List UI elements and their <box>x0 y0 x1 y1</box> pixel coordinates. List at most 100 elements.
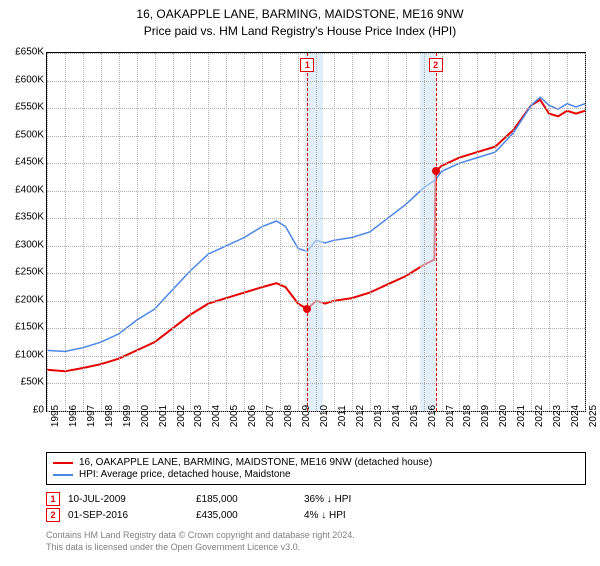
gridline-vertical <box>83 53 84 411</box>
chart-plot-area <box>46 52 586 412</box>
y-axis-label: £350K <box>15 212 44 223</box>
x-axis-label: 2003 <box>193 405 204 427</box>
x-axis-label: 1995 <box>50 405 61 427</box>
gridline-vertical <box>370 53 371 411</box>
x-axis-label: 2022 <box>534 405 545 427</box>
legend-swatch <box>53 462 73 464</box>
x-axis-label: 1996 <box>68 405 79 427</box>
gridline-vertical <box>47 53 48 411</box>
x-axis-label: 2006 <box>247 405 258 427</box>
gridline-vertical <box>137 53 138 411</box>
transaction-number-box: 1 <box>46 492 60 506</box>
x-axis-label: 2020 <box>498 405 509 427</box>
x-axis-label: 2018 <box>462 405 473 427</box>
transaction-pct: 36% ↓ HPI <box>304 494 424 505</box>
gridline-vertical <box>119 53 120 411</box>
y-axis-label: £200K <box>15 294 44 305</box>
transaction-row: 201-SEP-2016£435,0004% ↓ HPI <box>46 508 586 522</box>
transaction-marker-box: 2 <box>429 58 443 72</box>
y-axis-label: £100K <box>15 349 44 360</box>
x-axis-label: 2013 <box>373 405 384 427</box>
gridline-vertical <box>262 53 263 411</box>
chart-title: 16, OAKAPPLE LANE, BARMING, MAIDSTONE, M… <box>0 6 600 40</box>
x-axis-label: 2025 <box>588 405 599 427</box>
gridline-vertical <box>531 53 532 411</box>
y-axis-label: £400K <box>15 184 44 195</box>
gridline-vertical <box>513 53 514 411</box>
gridline-vertical <box>334 53 335 411</box>
transaction-pct: 4% ↓ HPI <box>304 510 424 521</box>
gridline-vertical <box>208 53 209 411</box>
x-axis-label: 2024 <box>570 405 581 427</box>
x-axis-label: 1999 <box>122 405 133 427</box>
y-axis-label: £300K <box>15 239 44 250</box>
x-axis-label: 2023 <box>552 405 563 427</box>
x-axis-label: 2009 <box>301 405 312 427</box>
gridline-vertical <box>316 53 317 411</box>
legend-swatch <box>53 474 73 476</box>
x-axis-label: 2001 <box>158 405 169 427</box>
x-axis-label: 2005 <box>229 405 240 427</box>
gridline-vertical <box>424 53 425 411</box>
x-axis-label: 2019 <box>480 405 491 427</box>
legend-item: 16, OAKAPPLE LANE, BARMING, MAIDSTONE, M… <box>53 457 579 468</box>
x-axis-label: 2017 <box>445 405 456 427</box>
x-axis-label: 2012 <box>355 405 366 427</box>
transaction-marker-line <box>307 53 308 411</box>
gridline-vertical <box>477 53 478 411</box>
gridline-vertical <box>280 53 281 411</box>
gridline-vertical <box>244 53 245 411</box>
gridline-vertical <box>567 53 568 411</box>
gridline-vertical <box>585 53 586 411</box>
x-axis-label: 2021 <box>516 405 527 427</box>
footer-line2: This data is licensed under the Open Gov… <box>46 542 355 554</box>
x-axis-label: 2014 <box>391 405 402 427</box>
gridline-vertical <box>442 53 443 411</box>
transaction-table: 1 10-JUL-2009 £185,000 36% ↓ HPI 2 01-SEP-201… <box>46 490 586 524</box>
y-axis-label: £250K <box>15 267 44 278</box>
title-line1: 16, OAKAPPLE LANE, BARMING, MAIDSTONE, M… <box>0 6 600 23</box>
x-axis-label: 1998 <box>104 405 115 427</box>
title-line2: Price paid vs. HM Land Registry's House … <box>0 23 600 40</box>
x-axis-label: 2011 <box>337 405 348 427</box>
x-axis-label: 2002 <box>176 405 187 427</box>
y-axis-label: £450K <box>15 157 44 168</box>
gridline-vertical <box>226 53 227 411</box>
y-axis-label: £600K <box>15 74 44 85</box>
x-axis-label: 2015 <box>409 405 420 427</box>
y-axis-label: £0 <box>33 405 44 416</box>
footer-line1: Contains HM Land Registry data © Crown c… <box>46 530 355 542</box>
gridline-vertical <box>388 53 389 411</box>
transaction-date: 10-JUL-2009 <box>68 494 188 505</box>
gridline-vertical <box>190 53 191 411</box>
legend-label: HPI: Average price, detached house, Maid… <box>79 469 291 480</box>
transaction-row: 1 10-JUL-2009 £185,000 36% ↓ HPI <box>46 492 586 506</box>
y-axis-label: £650K <box>15 47 44 58</box>
gridline-vertical <box>101 53 102 411</box>
legend-item: HPI: Average price, detached house, Maid… <box>53 469 579 480</box>
x-axis-label: 2010 <box>319 405 330 427</box>
y-axis-label: £500K <box>15 129 44 140</box>
transaction-dot <box>432 167 440 175</box>
legend-label: 16, OAKAPPLE LANE, BARMING, MAIDSTONE, M… <box>79 457 432 468</box>
x-axis-label: 2004 <box>211 405 222 427</box>
transaction-price: £185,000 <box>196 494 296 505</box>
y-axis-label: £550K <box>15 102 44 113</box>
y-axis-label: £50K <box>21 377 44 388</box>
transaction-date: 01-SEP-2016 <box>68 510 188 521</box>
x-axis-label: 2008 <box>283 405 294 427</box>
gridline-vertical <box>155 53 156 411</box>
gridline-vertical <box>65 53 66 411</box>
x-axis-label: 2007 <box>265 405 276 427</box>
x-axis-label: 2016 <box>427 405 438 427</box>
gridline-vertical <box>459 53 460 411</box>
legend-box: 16, OAKAPPLE LANE, BARMING, MAIDSTONE, M… <box>46 452 586 485</box>
transaction-number-box: 2 <box>46 508 60 522</box>
gridline-vertical <box>352 53 353 411</box>
y-axis-label: £150K <box>15 322 44 333</box>
transaction-marker-line <box>436 53 437 411</box>
shaded-region <box>420 53 436 411</box>
gridline-vertical <box>549 53 550 411</box>
transaction-dot <box>303 305 311 313</box>
gridline-vertical <box>406 53 407 411</box>
